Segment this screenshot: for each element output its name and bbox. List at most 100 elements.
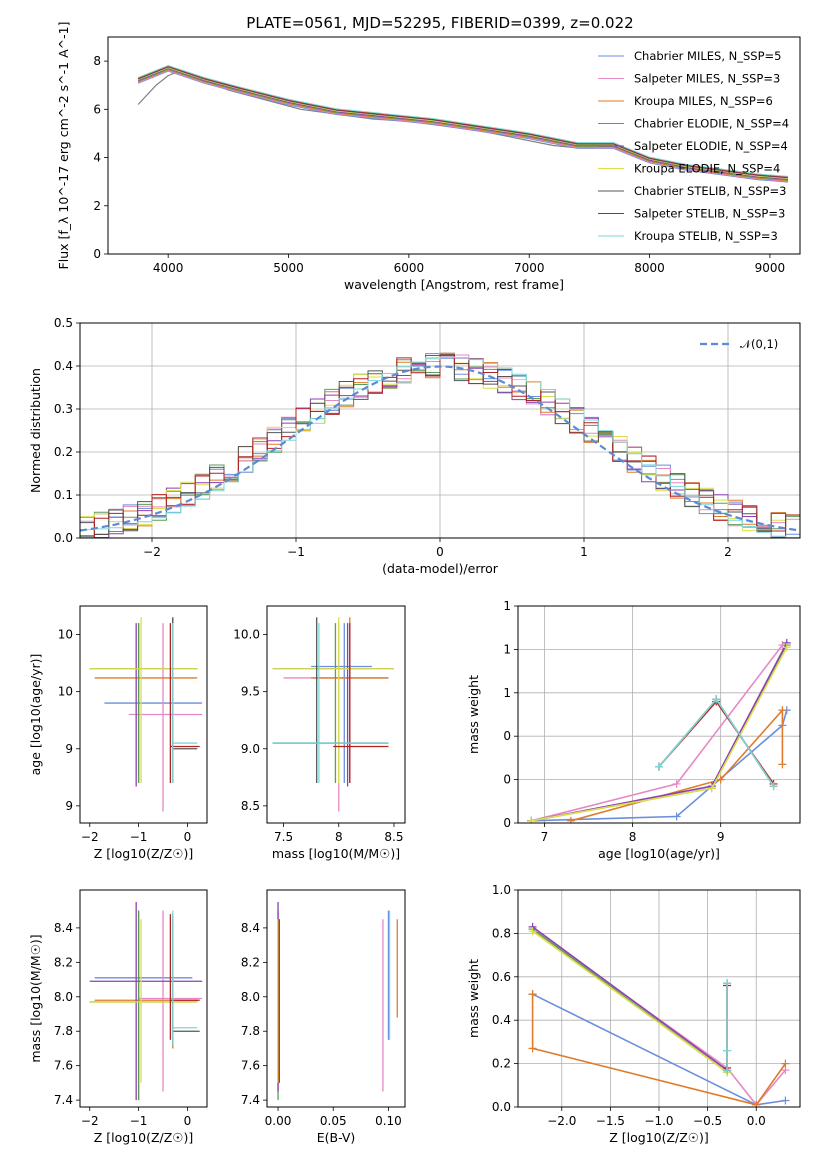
weight-lines: [528, 922, 790, 1107]
y-tick-label: 1.0: [492, 883, 511, 897]
errorbar-points: [277, 902, 398, 1101]
legend-entry: Salpeter STELIB, N_SSP=3: [634, 207, 785, 221]
normal-curve: [80, 365, 800, 532]
weight-marker: [655, 762, 663, 771]
y-tick-label: 0: [503, 773, 511, 787]
x-tick-label: 0: [184, 830, 192, 844]
axes-frame: [266, 889, 406, 1108]
x-tick-label: −0.5: [693, 1114, 722, 1128]
y-tick-label: 8.0: [241, 990, 260, 1004]
errorbar-points: [89, 902, 203, 1101]
x-tick-label: 5000: [273, 261, 304, 275]
x-tick-label: 7: [541, 830, 549, 844]
y-tick-label: 0.8: [492, 926, 511, 940]
x-tick-label: 7.5: [274, 830, 293, 844]
weight-marker: [528, 1044, 537, 1053]
legend-entry: Chabrier STELIB, N_SSP=3: [634, 184, 786, 198]
y-tick-label: 10: [58, 685, 73, 699]
y-tick-label: 8.4: [54, 921, 73, 935]
axes-frame: [517, 605, 801, 824]
y-tick-label: 0.1: [54, 488, 73, 502]
legend-entry: Kroupa ELODIE, N_SSP=4: [634, 162, 780, 176]
errorbar-points: [89, 617, 203, 812]
x-tick-label: 4000: [153, 261, 184, 275]
y-tick-label: 1: [503, 599, 511, 613]
weight-marker: [672, 779, 681, 788]
y-tick-label: 0.0: [54, 531, 73, 545]
weight-series: [531, 709, 788, 822]
weight-marker: [781, 1096, 790, 1105]
x-axis-label: Z [log10(Z/Z☉)]: [94, 846, 194, 861]
weight-marker: [781, 1059, 790, 1068]
y-axis-label: Flux [f_λ 10^-17 erg cm^-2 s^-1 A^-1]: [56, 22, 71, 270]
y-tick-label: 0.4: [54, 359, 73, 373]
weight-marker: [527, 816, 536, 823]
y-tick-label: 8.4: [241, 921, 260, 935]
residual-histogram: [80, 356, 800, 538]
weight-marker: [769, 782, 778, 791]
x-axis-label: Z [log10(Z/Z☉)]: [609, 1130, 709, 1145]
y-tick-label: 0: [503, 816, 511, 830]
weight-marker: [778, 760, 787, 769]
weight-marker: [723, 1066, 732, 1075]
x-tick-label: −1.5: [596, 1114, 625, 1128]
model-spectrum: [137, 66, 789, 179]
y-tick-label: 8.2: [54, 955, 73, 969]
legend-entry: Chabrier MILES, N_SSP=5: [634, 49, 781, 63]
x-tick-label: 0.0: [747, 1114, 766, 1128]
weight-marker: [566, 816, 575, 823]
y-tick-label: 10.0: [233, 628, 260, 642]
x-axis-label: age [log10(age/yr)]: [598, 846, 720, 861]
x-tick-label: −1.0: [644, 1114, 673, 1128]
model-spectrum: [137, 70, 789, 183]
model-spectrum: [137, 65, 789, 178]
legend-entry: 𝒩(0,1): [740, 337, 778, 351]
y-axis-label: mass [log10(M/M☉)]: [28, 934, 43, 1062]
panel-mass-vs-EBV: 0.00 0.05 0.10 7.4 7.6 7.8 8.0 8.2 8.4 E(B-V): [241, 889, 406, 1145]
weight-marker: [778, 706, 787, 715]
model-spectrum: [137, 64, 789, 177]
axes-frame: [79, 322, 801, 539]
x-tick-label: −1: [287, 545, 305, 559]
y-tick-label: 9.5: [241, 685, 260, 699]
weight-series: [532, 930, 728, 1073]
x-tick-label: −2.0: [547, 1114, 576, 1128]
y-tick-label: 0.3: [54, 402, 73, 416]
weight-marker: [752, 1100, 761, 1107]
weight-series: [570, 708, 784, 822]
weight-marker: [723, 1046, 732, 1055]
x-axis-label: Z [log10(Z/Z☉)]: [94, 1130, 194, 1145]
axes-frame: [517, 889, 801, 1108]
x-tick-label: 9: [717, 830, 725, 844]
panel-spectrum: 4000 5000 6000 7000 8000 9000 0 2 4 6 8 wavelength …: [56, 22, 801, 292]
x-tick-label: 0: [436, 545, 444, 559]
axes-frame: [79, 605, 208, 824]
y-tick-label: 0: [503, 729, 511, 743]
y-tick-label: 1: [503, 686, 511, 700]
y-tick-label: 0: [93, 247, 101, 261]
y-tick-label: 7.8: [54, 1024, 73, 1038]
y-tick-label: 1: [503, 642, 511, 656]
model-spectrum: [137, 69, 789, 182]
legend-entry: Chabrier ELODIE, N_SSP=4: [634, 117, 789, 131]
model-spectrum: [137, 67, 789, 180]
y-tick-label: 7.6: [54, 1059, 73, 1073]
x-tick-label: 0.05: [320, 1114, 347, 1128]
x-tick-label: 6000: [394, 261, 425, 275]
y-tick-label: 9: [65, 742, 73, 756]
y-tick-label: 9: [65, 799, 73, 813]
y-tick-label: 7.4: [241, 1093, 260, 1107]
weight-marker: [707, 784, 716, 793]
x-tick-label: 2: [724, 545, 732, 559]
y-tick-label: 0.5: [54, 316, 73, 330]
x-axis-label: (data-model)/error: [382, 561, 499, 576]
x-tick-label: 0: [184, 1114, 192, 1128]
x-tick-label: 8000: [634, 261, 665, 275]
x-tick-label: −1: [130, 830, 148, 844]
x-tick-label: 8: [335, 830, 343, 844]
panel-residuals: −2 −1 0 1 2 0.0 0.1 0.2 0.3 0.4 0.5 (data-model)/er…: [28, 316, 801, 576]
weight-marker: [716, 775, 725, 784]
model-spectrum: [137, 67, 789, 179]
y-tick-label: 0.6: [492, 970, 511, 984]
y-tick-label: 4: [93, 151, 101, 165]
